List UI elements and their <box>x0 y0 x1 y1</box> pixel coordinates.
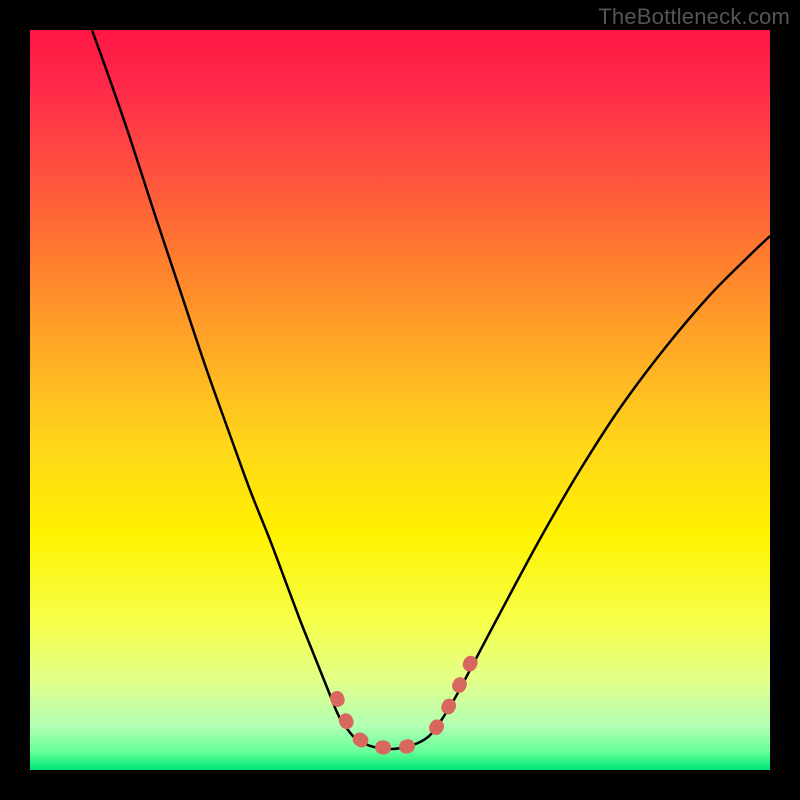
gradient-background <box>30 30 770 770</box>
plot-area <box>30 30 770 770</box>
plot-svg <box>30 30 770 770</box>
chart-frame: TheBottleneck.com <box>0 0 800 800</box>
watermark-text: TheBottleneck.com <box>598 4 790 30</box>
